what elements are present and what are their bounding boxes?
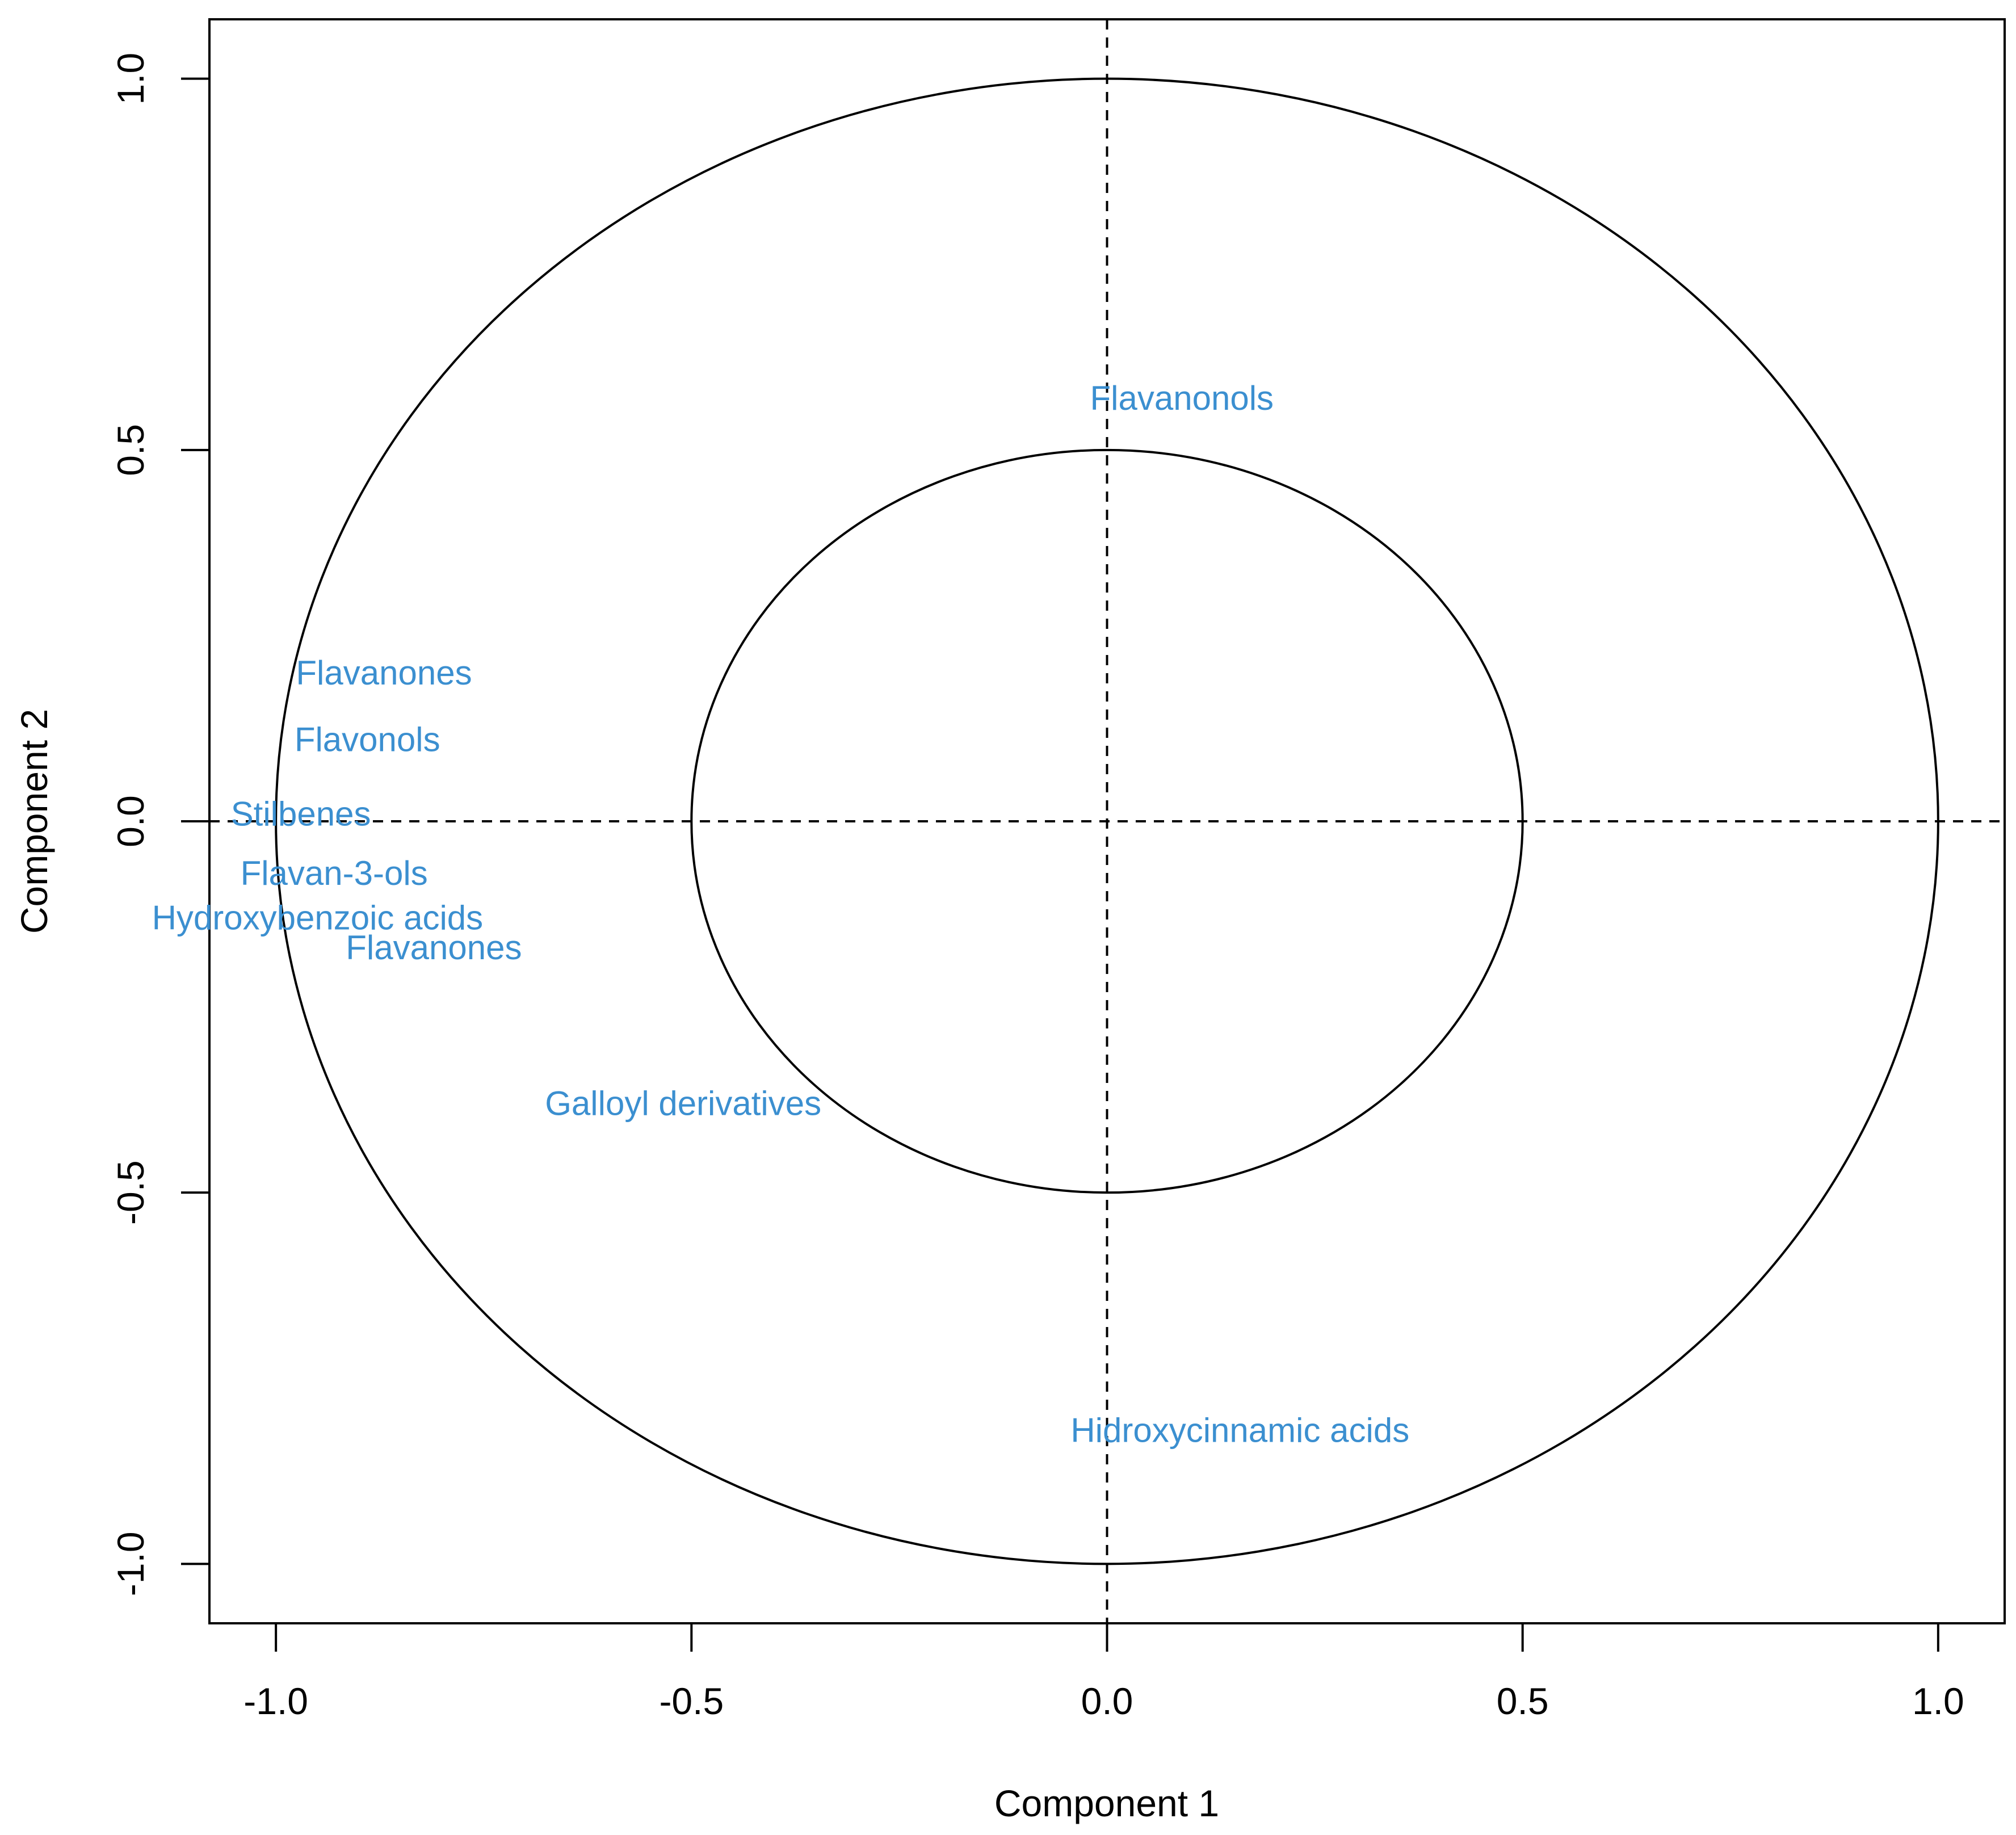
y-tick-label: 1.0 (110, 53, 152, 105)
variable-label: Stilbenes (231, 795, 371, 833)
variable-labels-layer: Flavanonols Flavanones Flavonols Stilbenes F… (152, 379, 1410, 1450)
variable-label: Flavonols (295, 721, 440, 759)
x-axis-title: Component 1 (994, 1782, 1219, 1824)
y-tick-label: -0.5 (110, 1160, 152, 1225)
x-tick-label: 0.5 (1497, 1680, 1549, 1722)
reference-lines-layer (209, 19, 2005, 1623)
x-tick-label: -0.5 (659, 1680, 724, 1722)
y-axis-title: Component 2 (13, 709, 55, 934)
x-axis: -1.0 -0.5 0.0 0.5 1.0 (243, 1622, 1964, 1722)
variable-label: Flavan-3-ols (241, 854, 428, 892)
variable-label: Hydroxybenzoic acids (152, 899, 484, 937)
y-tick-label: 0.0 (110, 795, 152, 847)
x-tick-label: 0.0 (1081, 1680, 1133, 1722)
variable-label: Flavanones (296, 654, 472, 692)
y-tick-label: 0.5 (110, 424, 152, 476)
variable-label: Flavanones (346, 929, 522, 967)
variable-label: Flavanonols (1090, 379, 1274, 417)
x-tick-label: -1.0 (243, 1680, 308, 1722)
variable-label: Hidroxycinnamic acids (1070, 1411, 1409, 1449)
y-tick-label: -1.0 (110, 1531, 152, 1596)
x-tick-label: 1.0 (1912, 1680, 1964, 1722)
y-axis: -1.0 -0.5 0.0 0.5 1.0 (110, 53, 211, 1596)
variable-label: Galloyl derivatives (545, 1085, 821, 1123)
